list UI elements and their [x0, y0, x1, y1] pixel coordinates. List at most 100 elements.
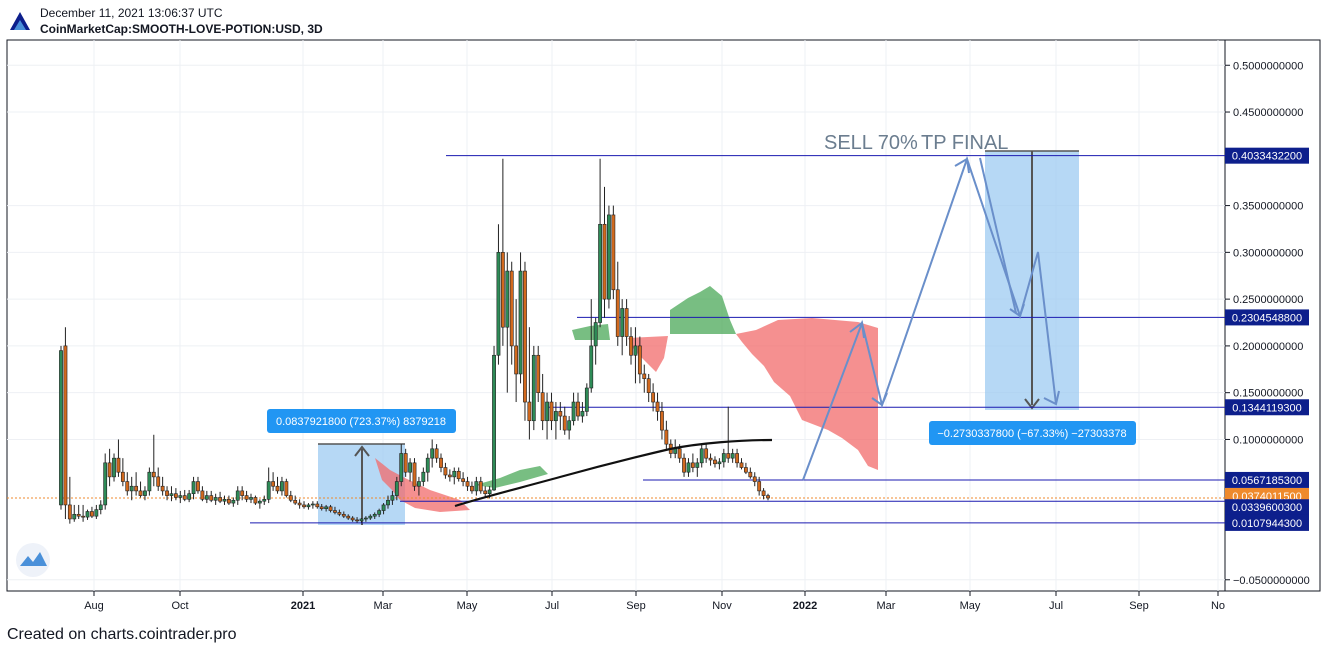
- candle-body: [386, 499, 390, 506]
- candle-body: [487, 489, 492, 495]
- projection-arrowhead-4: [1009, 303, 1025, 318]
- candle: [642, 364, 647, 393]
- candle: [359, 518, 364, 523]
- candle: [412, 458, 417, 491]
- ichimoku-clouds: [375, 286, 878, 512]
- candle: [293, 495, 298, 505]
- price-tag-label: 0.2304548800: [1232, 312, 1302, 324]
- candle: [275, 476, 280, 494]
- candle-body: [134, 485, 139, 492]
- candle-body: [589, 345, 594, 389]
- measure-up-label: 0.0837921800 (723.37%) 8379218: [267, 409, 456, 433]
- candle-body: [461, 478, 466, 482]
- candle-body: [76, 513, 81, 517]
- candle: [280, 476, 284, 496]
- cloud-bull-1: [475, 466, 548, 488]
- candle: [576, 392, 580, 421]
- candle: [328, 504, 333, 513]
- candle: [456, 467, 461, 482]
- time-axis-label: Sep: [1129, 600, 1149, 612]
- candle: [708, 453, 713, 466]
- candle-body: [346, 515, 351, 519]
- candle: [629, 327, 633, 365]
- candle: [333, 506, 337, 515]
- candle-body: [682, 457, 686, 473]
- candle: [218, 491, 222, 504]
- candle: [372, 512, 377, 519]
- candle-body: [677, 448, 682, 459]
- candle: [306, 503, 311, 510]
- candle-body: [412, 462, 417, 487]
- candle-body: [456, 470, 461, 480]
- candle-body: [165, 490, 169, 496]
- candle: [235, 486, 240, 505]
- candle-body: [478, 481, 483, 492]
- candle-body: [633, 345, 638, 356]
- candle: [399, 444, 404, 487]
- candle-body: [213, 497, 218, 501]
- candle-body: [549, 401, 554, 422]
- candle: [394, 476, 399, 501]
- candle-body: [112, 457, 116, 478]
- candle-body: [262, 499, 267, 502]
- candle-body: [607, 214, 611, 300]
- projection-arrowhead-2: [871, 392, 888, 407]
- candle-body: [363, 517, 368, 520]
- price-levels[interactable]: [7, 155, 1225, 524]
- candle-body: [306, 504, 311, 508]
- candle: [156, 467, 161, 491]
- candle: [125, 472, 130, 496]
- watermark-logo-icon: [16, 543, 50, 577]
- candle-body: [509, 270, 514, 347]
- candle-body: [191, 481, 196, 495]
- candle-body: [257, 500, 262, 504]
- candle-body: [98, 504, 103, 510]
- price-axis-label: 0.2000000000: [1233, 341, 1303, 353]
- candle: [310, 501, 315, 509]
- candle-body: [196, 481, 200, 492]
- candle: [200, 486, 205, 502]
- candle-body: [182, 495, 187, 500]
- candle-body: [708, 457, 713, 461]
- time-axis-label: May: [960, 600, 981, 612]
- candle-body: [505, 270, 510, 328]
- candle: [169, 486, 174, 502]
- projection-arrow-tail: [979, 157, 1017, 314]
- candle: [421, 467, 426, 487]
- candle-body: [240, 490, 245, 496]
- candle: [143, 486, 147, 501]
- candle: [302, 501, 306, 509]
- price-tag: 0.0567185300: [1225, 471, 1309, 488]
- candle: [196, 476, 200, 494]
- candle: [390, 490, 395, 505]
- candle: [182, 489, 187, 502]
- candle-body: [231, 499, 236, 504]
- candle-body: [580, 411, 585, 417]
- candle-body: [333, 510, 337, 513]
- price-tag: 0.2304548800: [1225, 309, 1309, 326]
- candle: [646, 373, 651, 403]
- candle: [319, 504, 324, 511]
- candle: [381, 503, 386, 515]
- candle-body: [125, 481, 130, 492]
- price-tag-label: 0.0339600300: [1232, 502, 1302, 514]
- candle: [514, 299, 519, 403]
- candle: [103, 453, 108, 510]
- candle: [500, 158, 505, 346]
- candle: [94, 504, 99, 519]
- candle-body: [470, 485, 474, 492]
- candle: [549, 392, 554, 431]
- candle-body: [235, 490, 240, 501]
- candle-body: [664, 429, 669, 445]
- candle-body: [615, 289, 620, 337]
- candle-body: [249, 497, 253, 500]
- candle-body: [602, 223, 607, 300]
- candle: [363, 516, 368, 522]
- candle: [584, 383, 589, 417]
- candle: [430, 439, 435, 468]
- candle: [107, 448, 112, 487]
- candle-body: [447, 474, 452, 478]
- candle-body: [173, 493, 178, 498]
- candle: [660, 402, 664, 440]
